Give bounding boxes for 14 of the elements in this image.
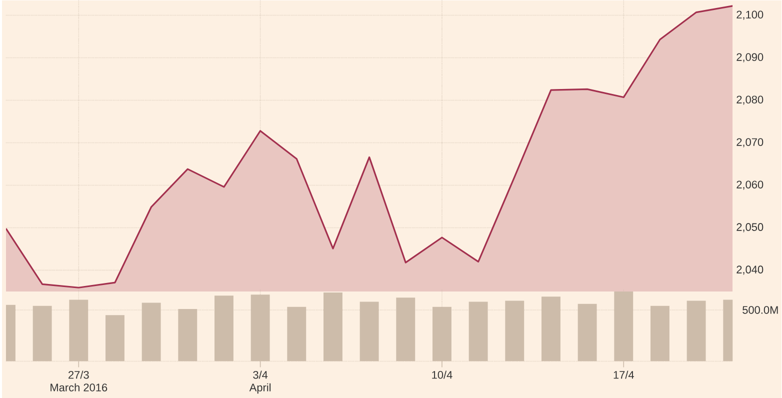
x-tick-label: 27/3: [68, 370, 89, 379]
text: April: [249, 383, 271, 394]
y-tick-label: 2,090: [736, 53, 764, 62]
y-tick-label: 500.0M: [742, 306, 778, 314]
y-tick-label: 2,060: [736, 180, 764, 190]
text: March 2016: [50, 383, 108, 392]
y-tick-label: 2,080: [736, 96, 764, 105]
y-tick-label: 2,100: [736, 10, 764, 20]
x-tick-label: 17/4: [614, 370, 634, 379]
y-tick-label: 2,040: [736, 266, 764, 275]
y-tick-label: 2,070: [736, 138, 764, 148]
y-tick-label: 2,050: [736, 223, 764, 232]
x-tick-label: 3/4: [253, 370, 268, 379]
x-tick-label: 10/4: [432, 370, 452, 379]
